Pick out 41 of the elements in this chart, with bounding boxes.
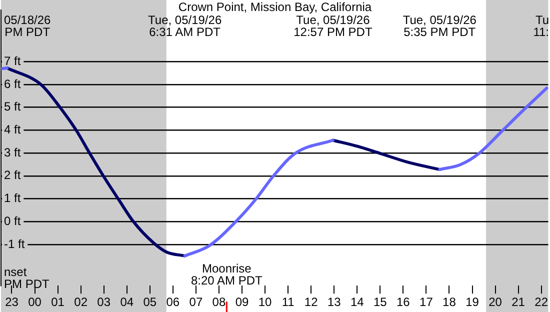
y-tick-label: 5 ft [4, 100, 22, 114]
annotation: Tue, 05/19/26 6:31 AM PDT [148, 13, 222, 39]
x-tick-label: 09 [235, 295, 249, 310]
x-tick-label: 13 [327, 295, 342, 310]
y-tick-label: 7 ft [4, 54, 22, 68]
y-tick-label: 3 ft [4, 145, 22, 160]
annotation: Tue, 05/19/26 5:35 PM PDT [402, 13, 477, 39]
x-tick-label: 01 [51, 295, 65, 310]
y-tick-label: 6 ft [4, 76, 22, 91]
x-tick-label: 02 [74, 295, 88, 310]
x-tick-label: 06 [166, 295, 180, 310]
annotation: nset PM PDT [4, 265, 50, 291]
x-tick-label: 03 [97, 295, 111, 310]
x-tick-label: 12 [304, 295, 318, 310]
chart-title: Crown Point, Mission Bay, California [178, 0, 372, 14]
y-tick-label: 2 ft [4, 168, 22, 182]
x-tick-label: 16 [396, 295, 410, 310]
x-tick-label: 23 [5, 295, 19, 310]
y-tick-label: -1 ft [4, 236, 26, 251]
x-tick-label: 19 [466, 295, 480, 310]
y-tick-label: 1 ft [4, 191, 22, 206]
annotation: Tue, 05/19/26 12:57 PM PDT [294, 13, 373, 39]
x-tick-label: 07 [189, 295, 203, 310]
annotation: 05/18/26 PM PDT [4, 13, 52, 39]
x-tick-label: 17 [420, 295, 434, 310]
x-tick-label: 05 [143, 295, 157, 310]
annotation: Tu 11: [533, 13, 549, 39]
ref-line-label: Moonrise 8:20 AM PDT [190, 262, 263, 288]
x-tick-label: 20 [488, 295, 502, 310]
x-tick-label: 11 [282, 295, 295, 310]
x-tick-label: 04 [120, 295, 134, 310]
x-tick-label: 00 [28, 295, 42, 310]
x-tick-label: 18 [442, 295, 456, 310]
x-tick-label: 22 [534, 295, 548, 310]
x-tick-label: 15 [373, 295, 388, 310]
x-tick-label: 08 [212, 295, 226, 310]
x-tick-label: 21 [512, 295, 526, 310]
x-tick-label: 10 [258, 295, 272, 310]
x-tick-label: 14 [350, 295, 364, 310]
y-tick-label: 4 ft [4, 122, 22, 136]
y-tick-label: 0 ft [4, 214, 22, 228]
